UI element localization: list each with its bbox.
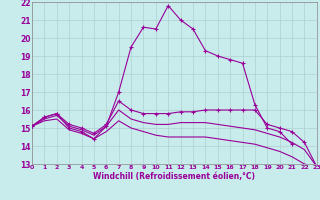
X-axis label: Windchill (Refroidissement éolien,°C): Windchill (Refroidissement éolien,°C) (93, 172, 255, 181)
